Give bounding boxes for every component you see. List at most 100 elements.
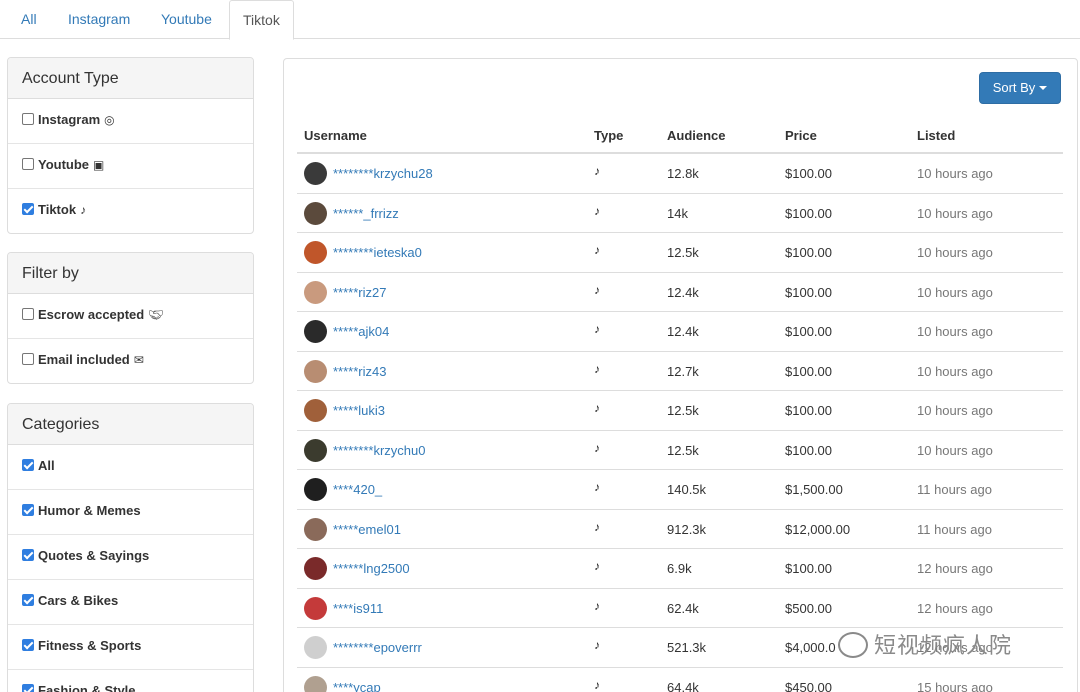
price-value: $100.00	[785, 403, 832, 418]
price-value: $100.00	[785, 363, 832, 379]
tiktok-icon: ♪	[594, 282, 600, 297]
tiktok-icon: ♪	[594, 480, 600, 494]
table-row[interactable]: *****emel01 ♪ 912.3k $12,000.00 11 hours ago	[297, 510, 1063, 549]
username-link[interactable]: ******_frrizz	[333, 205, 399, 221]
category-humor[interactable]: Humor & Memes	[8, 490, 253, 535]
price-value: $450.00	[785, 679, 832, 692]
table-row[interactable]: ****is911 ♪ 62.4k $500.00 12 hours ago	[297, 589, 1063, 628]
username-link[interactable]: ********epoverrr	[333, 640, 422, 655]
username-link[interactable]: *****riz27	[333, 284, 387, 300]
filter-escrow[interactable]: Escrow accepted 🤝︎	[8, 294, 253, 339]
username-link[interactable]: ********krzychu0	[333, 442, 426, 458]
table-row[interactable]: ****420_ ♪ 140.5k $1,500.00 11 hours ago	[297, 470, 1063, 510]
category-fitness[interactable]: Fitness & Sports	[8, 625, 253, 670]
tiktok-icon: ♪	[594, 598, 600, 613]
tiktok-icon: ♪	[80, 203, 87, 217]
col-listed[interactable]: Listed	[917, 128, 956, 143]
listed-time: 10 hours ago	[917, 284, 993, 300]
username-link[interactable]: ********krzychu28	[333, 166, 433, 181]
listed-time: 15 hours ago	[917, 679, 993, 692]
tab-tiktok[interactable]: Tiktok	[229, 0, 294, 40]
listed-time: 12 hours ago	[917, 600, 993, 616]
table-row[interactable]: ******_frrizz ♪ 14k $100.00 10 hours ago	[297, 194, 1063, 233]
audience-value: 140.5k	[667, 482, 707, 497]
table-row[interactable]: *****riz27 ♪ 12.4k $100.00 10 hours ago	[297, 273, 1063, 312]
email-checkbox[interactable]	[22, 353, 34, 365]
username-link[interactable]: ****ycap	[333, 679, 381, 692]
col-price[interactable]: Price	[785, 128, 817, 143]
category-fashion[interactable]: Fashion & Style	[8, 670, 253, 692]
tab-all[interactable]: All	[21, 11, 37, 27]
filter-email[interactable]: Email included ✉	[8, 339, 253, 383]
table-row[interactable]: *****luki3 ♪ 12.5k $100.00 10 hours ago	[297, 391, 1063, 431]
username-link[interactable]: ****is911	[333, 600, 384, 616]
category-checkbox[interactable]	[22, 684, 34, 692]
category-label: Quotes & Sayings	[38, 548, 150, 563]
listed-time: 12 hours ago	[917, 640, 993, 655]
category-checkbox[interactable]	[22, 549, 34, 561]
platform-tabs: All Instagram Youtube Tiktok	[0, 0, 1080, 40]
listed-time: 11 hours ago	[917, 521, 992, 537]
avatar	[304, 280, 327, 304]
table-row[interactable]: ****ycap ♪ 64.4k $450.00 15 hours ago	[297, 668, 1063, 692]
username-link[interactable]: ******lng2500	[333, 561, 410, 576]
category-quotes[interactable]: Quotes & Sayings	[8, 535, 253, 580]
table-row[interactable]: ********krzychu0 ♪ 12.5k $100.00 10 hours ag…	[297, 431, 1063, 470]
username-link[interactable]: *****ajk04	[333, 324, 390, 339]
listed-time: 10 hours ago	[917, 166, 993, 181]
table-row[interactable]: ********epoverrr ♪ 521.3k $4,000.0 12 hours …	[297, 628, 1063, 668]
youtube-icon: ▣	[93, 158, 105, 172]
email-label: Email included	[38, 352, 130, 367]
username-link[interactable]: ****420_	[333, 482, 383, 497]
escrow-checkbox[interactable]	[22, 308, 34, 320]
avatar	[304, 241, 327, 264]
price-value: $4,000.0	[785, 640, 836, 655]
filter-instagram[interactable]: Instagram ◎	[8, 99, 253, 144]
audience-value: 14k	[667, 205, 688, 221]
table-header: Username Type Audience Price Listed	[297, 119, 1063, 154]
category-checkbox[interactable]	[22, 594, 34, 606]
listed-time: 10 hours ago	[917, 442, 993, 458]
tiktok-icon: ♪	[594, 440, 600, 455]
table-row[interactable]: ********ieteska0 ♪ 12.5k $100.00 10 hours ag…	[297, 233, 1063, 273]
category-checkbox[interactable]	[22, 459, 34, 471]
listed-time: 10 hours ago	[917, 205, 993, 221]
watermark: 短视频疯人院	[838, 626, 1048, 666]
listed-time: 10 hours ago	[917, 324, 993, 339]
category-cars[interactable]: Cars & Bikes	[8, 580, 253, 625]
username-link[interactable]: *****emel01	[333, 521, 401, 537]
col-type[interactable]: Type	[594, 128, 624, 143]
filter-tiktok[interactable]: Tiktok ♪	[8, 189, 253, 233]
price-value: $100.00	[785, 442, 832, 458]
sort-by-button[interactable]: Sort By	[979, 72, 1061, 104]
instagram-checkbox[interactable]	[22, 113, 34, 125]
filter-youtube[interactable]: Youtube ▣	[8, 144, 253, 189]
table-row[interactable]: ********krzychu28 ♪ 12.8k $100.00 10 hours a…	[297, 154, 1063, 194]
table-row[interactable]: *****riz43 ♪ 12.7k $100.00 10 hours ago	[297, 352, 1063, 391]
col-audience[interactable]: Audience	[667, 128, 726, 143]
audience-value: 12.5k	[667, 403, 699, 418]
tiktok-icon: ♪	[594, 243, 600, 257]
tab-youtube[interactable]: Youtube	[161, 11, 212, 27]
username-link[interactable]: ********ieteska0	[333, 245, 422, 260]
tab-instagram[interactable]: Instagram	[68, 11, 131, 27]
tiktok-checkbox[interactable]	[22, 203, 34, 215]
username-link[interactable]: *****luki3	[333, 403, 386, 418]
escrow-label: Escrow accepted	[38, 307, 145, 322]
audience-value: 12.5k	[667, 245, 699, 260]
tiktok-label: Tiktok	[38, 202, 77, 217]
youtube-checkbox[interactable]	[22, 158, 34, 170]
table-row[interactable]: *****ajk04 ♪ 12.4k $100.00 10 hours ago	[297, 312, 1063, 352]
audience-value: 12.4k	[667, 324, 699, 339]
username-link[interactable]: *****riz43	[333, 363, 387, 379]
tiktok-icon: ♪	[594, 361, 600, 376]
avatar	[304, 478, 327, 501]
table-row[interactable]: ******lng2500 ♪ 6.9k $100.00 12 hours ago	[297, 549, 1063, 589]
category-checkbox[interactable]	[22, 504, 34, 516]
category-checkbox[interactable]	[22, 639, 34, 651]
tiktok-icon: ♪	[594, 322, 600, 336]
instagram-icon: ◎	[104, 113, 115, 127]
listed-time: 10 hours ago	[917, 245, 993, 260]
col-username[interactable]: Username	[304, 128, 367, 143]
category-all[interactable]: All	[8, 445, 253, 490]
